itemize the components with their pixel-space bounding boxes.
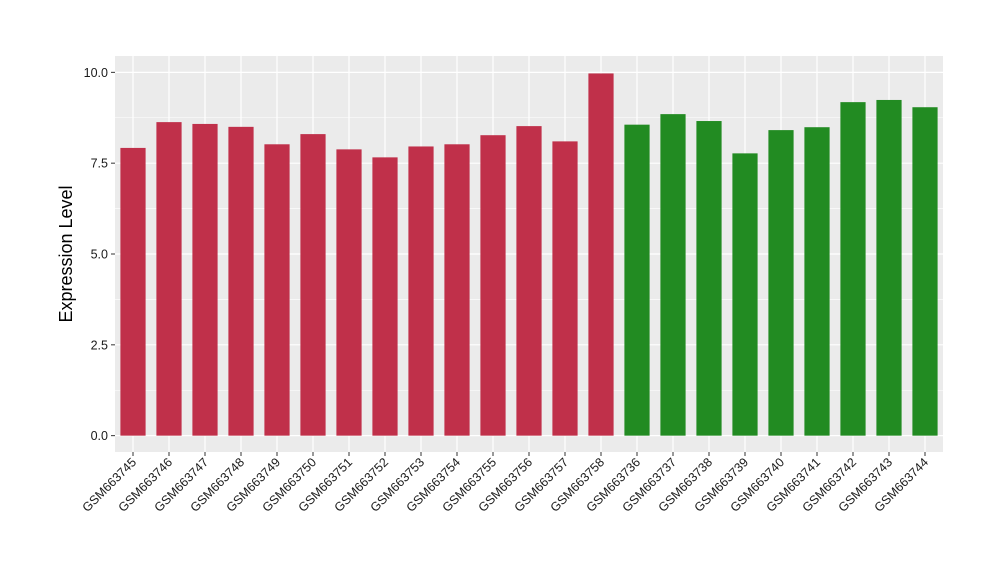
y-axis-title: Expression Level	[56, 185, 76, 322]
bar-GSM663754	[444, 144, 470, 436]
y-tick-label: 7.5	[91, 157, 108, 171]
bar-GSM663742	[840, 102, 866, 436]
bar-GSM663752	[372, 157, 398, 436]
bar-GSM663756	[516, 126, 542, 436]
y-tick-label: 2.5	[91, 338, 108, 352]
bar-GSM663743	[876, 99, 902, 436]
bar-GSM663748	[228, 126, 254, 436]
bar-GSM663753	[408, 146, 434, 436]
bar-GSM663751	[336, 149, 362, 436]
y-tick-label: 0.0	[91, 429, 108, 443]
bar-GSM663741	[804, 127, 830, 436]
bar-GSM663736	[624, 124, 650, 436]
x-axis: GSM663745GSM663746GSM663747GSM663748GSM6…	[80, 452, 931, 515]
y-tick-label: 5.0	[91, 248, 108, 262]
bar-GSM663757	[552, 141, 578, 436]
bar-GSM663749	[264, 144, 290, 436]
bar-GSM663755	[480, 135, 506, 436]
bars	[120, 73, 938, 436]
bar-GSM663746	[156, 122, 182, 436]
bar-GSM663740	[768, 130, 794, 436]
bar-GSM663745	[120, 147, 146, 436]
y-axis: 0.0 2.5 5.0 7.5 10.0	[84, 66, 115, 443]
bar-GSM663738	[696, 121, 722, 436]
bar-GSM663758	[588, 73, 614, 436]
bar-GSM663737	[660, 114, 686, 436]
bar-GSM663750	[300, 134, 326, 436]
bar-GSM663739	[732, 153, 758, 436]
bar-GSM663744	[912, 107, 938, 436]
y-tick-label: 10.0	[84, 66, 108, 80]
bar-GSM663747	[192, 123, 218, 436]
